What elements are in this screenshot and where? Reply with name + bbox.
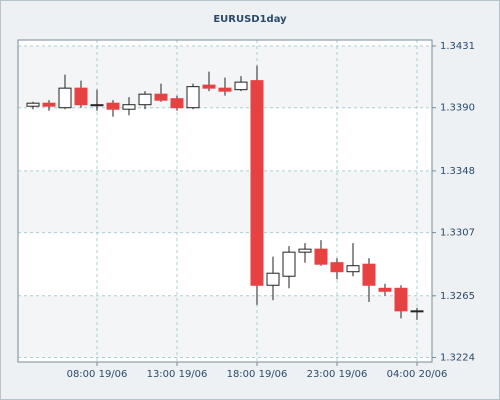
y-tick-label: 1.3307 <box>440 228 475 239</box>
candle-body <box>378 287 392 292</box>
candle-body <box>58 87 72 109</box>
grid-band <box>18 295 432 358</box>
candle-body <box>170 98 184 109</box>
candle-body <box>234 81 248 91</box>
grid-band <box>18 170 432 233</box>
chart-title: EURUSD1day <box>213 14 287 25</box>
candle-body <box>218 87 232 92</box>
y-tick-label: 1.3431 <box>440 41 475 52</box>
candle-body <box>42 102 56 107</box>
plot-border <box>17 39 433 363</box>
candle-body <box>74 87 88 106</box>
candle-body <box>346 265 360 273</box>
candle-body <box>90 104 104 107</box>
candle-body <box>266 272 280 286</box>
candle-body <box>250 80 264 286</box>
bands <box>18 46 432 358</box>
x-tick-label: 23:00 19/06 <box>307 369 368 380</box>
x-tick-label: 13:00 19/06 <box>147 369 208 380</box>
candle-body <box>330 262 344 273</box>
y-tick-label: 1.3348 <box>440 166 475 177</box>
y-tick-label: 1.3390 <box>440 103 475 114</box>
candle-body <box>282 251 296 277</box>
x-tick-label: 18:00 19/06 <box>227 369 288 380</box>
grid <box>18 40 436 366</box>
candle-body <box>138 93 152 106</box>
candle-body <box>154 93 168 101</box>
candle-body <box>122 104 136 110</box>
y-tick-label: 1.3265 <box>440 291 475 302</box>
y-tick-label: 1.3224 <box>440 352 475 363</box>
candle-body <box>394 287 408 312</box>
candle-body <box>362 263 376 286</box>
candle-body <box>202 84 216 89</box>
marks <box>26 65 424 320</box>
candle-body <box>186 86 200 109</box>
x-tick-label: 08:00 19/06 <box>67 369 128 380</box>
candle-body <box>410 310 424 313</box>
candle-body <box>298 248 312 253</box>
x-tick-label: 04:00 20/06 <box>387 369 448 380</box>
candle-body <box>314 248 328 265</box>
candle-body <box>106 102 120 110</box>
candle-body <box>26 102 40 107</box>
